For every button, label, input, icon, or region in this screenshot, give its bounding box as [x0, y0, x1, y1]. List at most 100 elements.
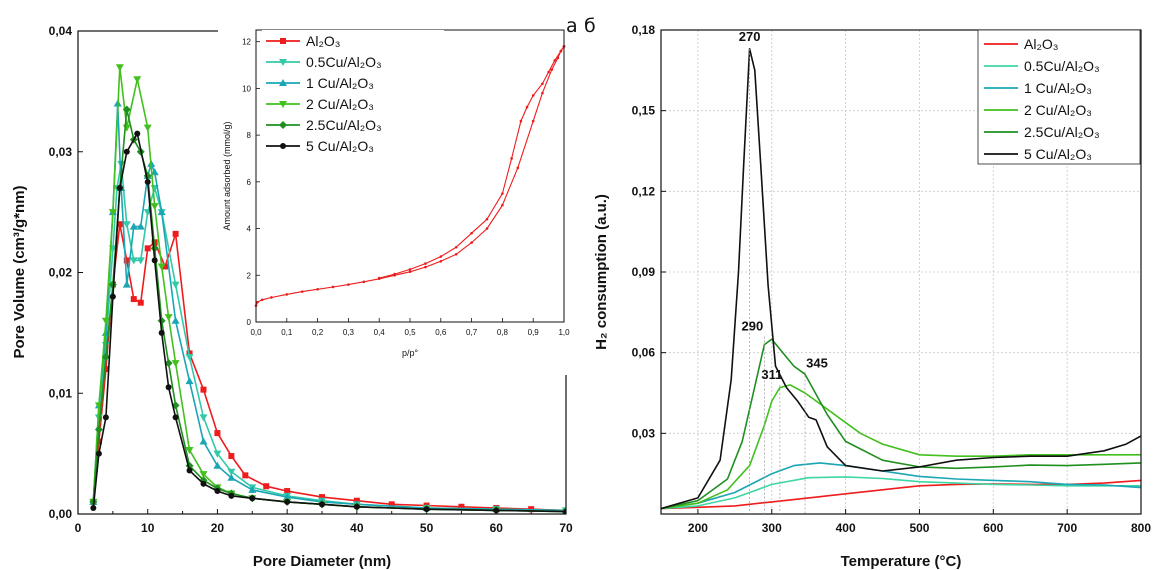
- x-tick-label: 20: [211, 521, 225, 535]
- panel-label-a: а: [566, 15, 578, 37]
- data-point: [199, 437, 208, 445]
- inset-series-desorption: [377, 45, 566, 280]
- data-point: [122, 221, 131, 229]
- data-point: [185, 377, 194, 385]
- inset-x-tick-label: 0,2: [312, 328, 324, 337]
- inset-data-point: [531, 119, 535, 123]
- data-point: [423, 506, 430, 513]
- data-point: [157, 263, 166, 271]
- inset-data-point: [541, 82, 544, 86]
- legend-marker: [279, 101, 287, 108]
- series-line: [661, 476, 1141, 510]
- inset-x-tick-label: 0,1: [281, 328, 293, 337]
- inset-data-point: [285, 293, 289, 296]
- data-point: [200, 480, 207, 487]
- series-0-5cu-al-o: [661, 476, 1141, 510]
- data-point: [200, 386, 207, 393]
- inset-series-line: [255, 46, 565, 306]
- data-point: [284, 488, 291, 495]
- inset-data-point: [470, 231, 473, 235]
- data-point: [108, 209, 117, 217]
- legend-label: 1 Cu/Al₂O₃: [306, 75, 374, 91]
- y-tick-label: 0,18: [632, 23, 656, 37]
- data-point: [143, 124, 152, 132]
- data-point: [353, 503, 360, 510]
- tpr-chart: 200 300 400 500 600 700 800 0,03 0,06 0,09 0,12 0,1…: [593, 23, 1151, 570]
- inset-data-point: [408, 268, 412, 271]
- x-tick-label: 30: [280, 521, 294, 535]
- inset-x-tick-label: 0,9: [528, 328, 540, 337]
- legend-label: 2 Cu/Al₂O₃: [306, 96, 374, 112]
- data-point: [162, 263, 169, 270]
- isotherm-y-axis-label: Amount adsorbed (mmol/g): [222, 121, 232, 230]
- x-tick-label: 200: [688, 521, 708, 535]
- inset-data-point: [424, 262, 427, 265]
- legend-marker: [279, 79, 287, 86]
- y-tick-label: 0,01: [49, 386, 73, 400]
- pore-size-chart: 0 10 20 30 40 50 60 700,000,010,020,030,04 Pore…: [11, 24, 573, 570]
- data-point: [151, 257, 158, 264]
- tpr-legend: Al₂O₃ 0.5Cu/Al₂O₃ 1 Cu/Al₂O₃ 2 Cu/Al₂O₃ 2.5C…: [977, 29, 1141, 165]
- data-point: [228, 453, 235, 460]
- data-point: [186, 467, 193, 474]
- legend-box: [977, 29, 1141, 165]
- inset-data-point: [485, 217, 489, 221]
- inset-data-point: [316, 287, 319, 291]
- inset-data-point: [454, 252, 458, 256]
- series-5-cu-al-o: [661, 47, 1141, 510]
- legend-marker: [280, 38, 286, 44]
- data-point: [102, 366, 109, 373]
- data-point: [185, 354, 194, 362]
- legend-item: 1 Cu/Al₂O₃: [266, 75, 374, 91]
- inset-data-point: [553, 59, 557, 62]
- series-5-cu-al-o: [90, 130, 566, 514]
- legend-item: 2.5Cu/Al₂O₃: [984, 124, 1100, 140]
- data-point: [95, 438, 102, 445]
- y-tick-label: 0,15: [632, 104, 656, 118]
- data-point: [123, 257, 130, 264]
- tpr-plot-frame: [660, 29, 1142, 515]
- inset-series-line: [379, 46, 565, 279]
- data-point: [95, 450, 102, 457]
- legend-item: Al₂O₃: [266, 33, 340, 49]
- inset-series-adsorption: [254, 45, 566, 307]
- data-point: [144, 178, 151, 185]
- legend-item: Al₂O₃: [984, 36, 1058, 52]
- x-tick-label: 700: [1057, 521, 1077, 535]
- data-point: [213, 450, 222, 458]
- y-tick-label: 0,04: [49, 24, 73, 38]
- data-point: [115, 64, 124, 72]
- inset-x-tick-label: 0,7: [466, 328, 478, 337]
- y-tick-label: 0,06: [632, 346, 656, 360]
- peak-label: 270: [739, 29, 761, 44]
- legend-label: 1 Cu/Al₂O₃: [1024, 80, 1092, 96]
- x-tick-label: 800: [1131, 521, 1151, 535]
- legend-label: 0.5Cu/Al₂O₃: [306, 54, 382, 70]
- legend-item: 5 Cu/Al₂O₃: [266, 138, 374, 154]
- legend-item: 0.5Cu/Al₂O₃: [266, 54, 382, 70]
- inset-x-tick-label: 0,0: [250, 328, 262, 337]
- x-tick-label: 60: [490, 521, 504, 535]
- data-point: [319, 501, 325, 508]
- data-point: [199, 414, 208, 422]
- inset-data-point: [519, 119, 523, 123]
- panel-label-b: б: [584, 15, 596, 37]
- legend-label: 5 Cu/Al₂O₃: [1024, 146, 1092, 162]
- x-tick-label: 10: [141, 521, 155, 535]
- data-point: [133, 76, 142, 84]
- data-point: [109, 293, 116, 300]
- legend-label: 5 Cu/Al₂O₃: [306, 138, 374, 154]
- legend-item: 5 Cu/Al₂O₃: [984, 146, 1092, 162]
- inset-data-point: [408, 270, 412, 274]
- pore-size-y-axis-label: Pore Volume (cm³/g*nm): [11, 185, 28, 358]
- data-point: [227, 473, 236, 481]
- inset-data-point: [541, 91, 544, 95]
- legend-label: 0.5Cu/Al₂O₃: [1024, 58, 1100, 74]
- data-point: [122, 105, 131, 114]
- y-tick-label: 0,09: [632, 265, 656, 279]
- data-point: [563, 508, 566, 514]
- legend-label: 2 Cu/Al₂O₃: [1024, 102, 1092, 118]
- series-2-5cu-al-o: [661, 338, 1141, 510]
- legend-marker: [279, 121, 287, 129]
- inset-y-tick-label: 12: [242, 38, 251, 47]
